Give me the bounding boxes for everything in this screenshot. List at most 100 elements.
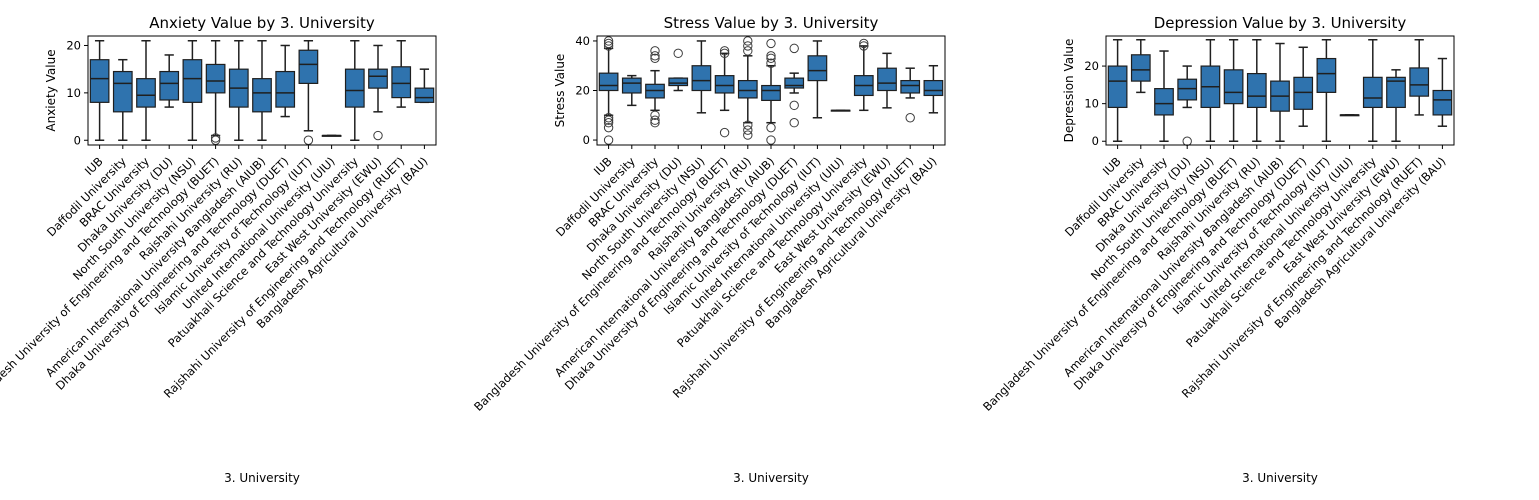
y-axis-label: Anxiety Value xyxy=(44,49,58,131)
box-iqr xyxy=(252,78,272,113)
outlier-point xyxy=(859,41,869,51)
box-13 xyxy=(877,52,897,109)
box-11 xyxy=(321,134,342,137)
box-iqr xyxy=(136,78,156,108)
box-1 xyxy=(89,39,110,142)
box-11 xyxy=(1339,114,1360,117)
outlier-point xyxy=(303,135,314,145)
box-13 xyxy=(368,44,388,141)
outlier-point xyxy=(650,110,660,120)
outlier-point xyxy=(650,115,660,125)
box-9 xyxy=(275,44,296,118)
box-7 xyxy=(228,39,249,142)
outlier-point xyxy=(766,122,776,133)
outlier-point xyxy=(1182,136,1192,146)
outlier-point xyxy=(650,51,660,61)
outlier-point xyxy=(603,115,614,125)
box-iqr xyxy=(275,70,296,108)
y-tick-label: 0 xyxy=(74,133,81,147)
box-4 xyxy=(1177,65,1198,146)
outlier-point xyxy=(766,58,776,68)
box-iqr xyxy=(205,63,226,94)
box-iqr xyxy=(89,59,110,103)
box-iqr xyxy=(621,77,642,94)
y-tick-label: 20 xyxy=(66,38,81,52)
y-tick-label: 20 xyxy=(1084,59,1099,73)
box-14 xyxy=(391,39,412,108)
box-iqr xyxy=(1154,88,1174,116)
box-iqr xyxy=(714,75,735,94)
y-tick-label: 0 xyxy=(583,133,590,147)
box-iqr xyxy=(159,70,180,101)
box-9 xyxy=(1293,46,1314,127)
box-3 xyxy=(645,46,665,128)
box-iqr xyxy=(923,79,944,97)
box-iqr xyxy=(1130,54,1151,82)
outlier-point xyxy=(650,118,660,128)
chart-title: Depression Value by 3. University xyxy=(1154,14,1407,32)
box-iqr xyxy=(298,49,319,84)
x-axis-label: 3. University xyxy=(733,471,809,485)
box-6 xyxy=(205,39,226,145)
box-iqr xyxy=(368,68,388,89)
box-iqr xyxy=(414,87,435,103)
box-iqr xyxy=(598,72,619,92)
y-tick-label: 20 xyxy=(575,84,590,98)
box-8 xyxy=(1270,42,1290,142)
outlier-point xyxy=(743,46,753,56)
box-1 xyxy=(1107,39,1128,142)
outlier-point xyxy=(766,53,776,63)
outlier-point xyxy=(859,38,869,49)
outlier-point xyxy=(603,118,614,128)
outlier-point xyxy=(766,51,776,61)
outlier-point xyxy=(789,100,799,111)
box-2 xyxy=(112,58,133,142)
box-14 xyxy=(1409,39,1430,116)
box-9 xyxy=(784,43,805,128)
box-15 xyxy=(414,68,435,104)
y-tick-label: 0 xyxy=(1092,134,1099,148)
box-12 xyxy=(344,39,365,142)
outlier-point xyxy=(766,38,776,49)
box-iqr xyxy=(784,77,805,89)
outlier-point xyxy=(743,120,753,130)
box-iqr xyxy=(1223,69,1244,105)
outlier-point xyxy=(210,133,221,143)
box-iqr xyxy=(877,67,897,92)
box-5 xyxy=(182,39,203,142)
outlier-point xyxy=(743,130,753,140)
outlier-point xyxy=(789,118,799,128)
outlier-point xyxy=(603,41,614,51)
box-iqr xyxy=(1107,65,1128,109)
box-15 xyxy=(923,64,944,114)
y-tick-label: 40 xyxy=(575,34,590,48)
chart-title: Stress Value by 3. University xyxy=(664,14,879,32)
box-10 xyxy=(807,40,828,119)
x-axis-label: 3. University xyxy=(224,471,300,485)
box-iqr xyxy=(900,79,921,94)
box-2 xyxy=(621,74,642,107)
box-11 xyxy=(830,109,851,112)
box-iqr xyxy=(668,77,689,87)
outlier-point xyxy=(603,113,614,123)
box-5 xyxy=(691,40,712,114)
box-4 xyxy=(159,54,180,108)
y-axis-label: Depression Value xyxy=(1062,39,1076,143)
box-iqr xyxy=(761,84,781,102)
box-13 xyxy=(1386,69,1406,142)
box-10 xyxy=(1316,39,1337,142)
outlier-point xyxy=(905,113,915,123)
outlier-point xyxy=(673,48,683,59)
box-8 xyxy=(252,39,272,142)
outlier-point xyxy=(766,135,776,145)
outlier-point xyxy=(603,122,614,133)
box-7 xyxy=(1246,39,1267,142)
box-iqr xyxy=(112,70,133,113)
box-iqr xyxy=(737,79,758,99)
outlier-point xyxy=(603,36,614,46)
box-iqr xyxy=(344,68,365,108)
outlier-point xyxy=(650,46,660,56)
y-tick-label: 10 xyxy=(1084,97,1099,111)
